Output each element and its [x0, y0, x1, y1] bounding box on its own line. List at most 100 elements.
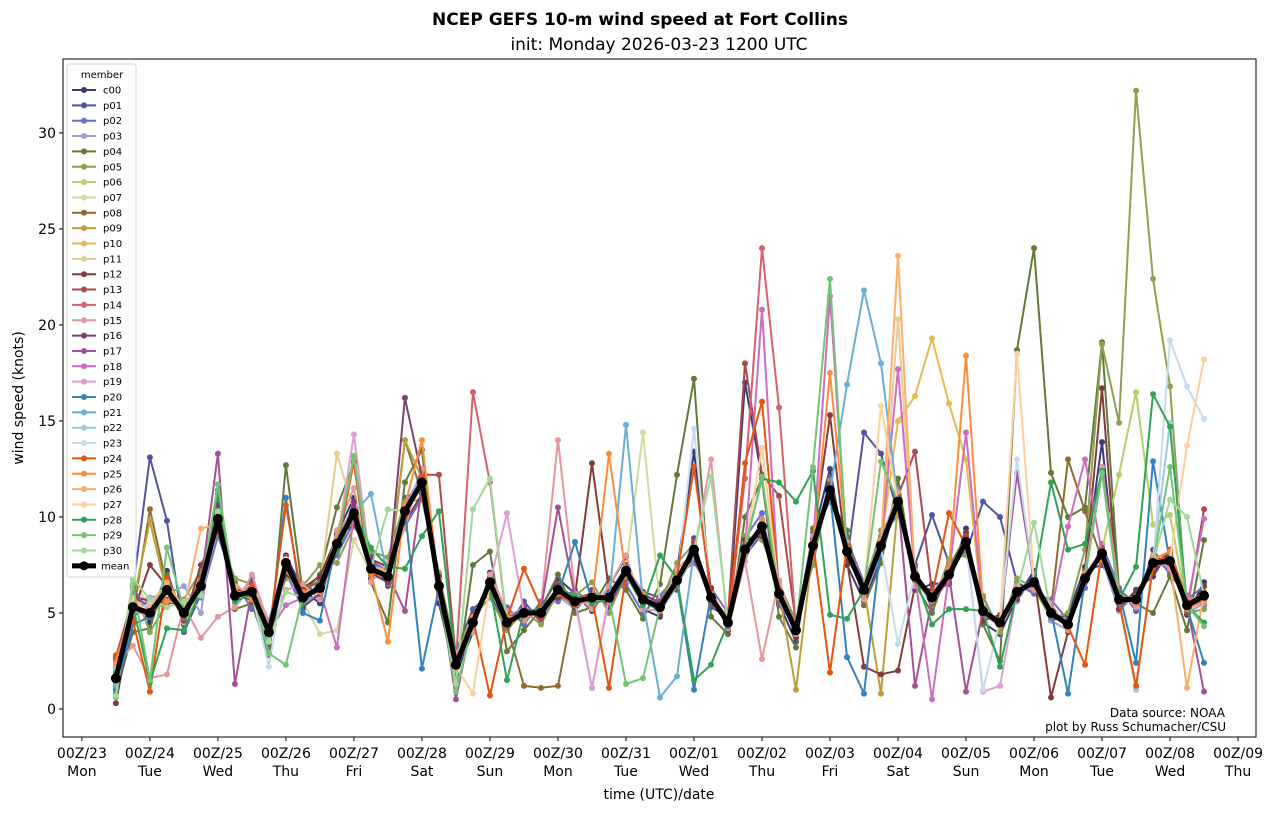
- series-line-p17: [114, 452, 1205, 701]
- data-point-p28: [1150, 391, 1157, 398]
- legend-item-p23: p23: [72, 439, 122, 450]
- x-tick-label: 00Z/27: [329, 746, 379, 762]
- data-point-p29: [826, 275, 833, 282]
- legend-label: mean: [101, 561, 129, 572]
- legend-item-p18: p18: [72, 362, 122, 373]
- data-point-p21: [673, 673, 680, 680]
- legend-marker: [81, 532, 87, 539]
- data-point-p23: [895, 640, 902, 647]
- data-point-p14: [775, 404, 782, 411]
- data-point-p30: [1184, 513, 1191, 520]
- data-point-p15: [129, 642, 136, 649]
- data-point-p28: [946, 606, 953, 613]
- credit-note: plot by Russ Schumacher/CSU: [1045, 720, 1226, 734]
- data-point-mean: [450, 659, 461, 670]
- legend-marker: [81, 516, 87, 523]
- legend-item-p04: p04: [72, 147, 122, 158]
- x-tick-day-label: Wed: [1155, 764, 1186, 780]
- data-point-mean: [603, 592, 614, 603]
- data-point-p13: [1201, 506, 1208, 513]
- data-point-p03: [180, 583, 187, 590]
- data-point-p21: [622, 421, 629, 428]
- data-point-mean: [620, 565, 631, 576]
- data-point-p10: [912, 392, 919, 399]
- data-point-p05: [333, 560, 340, 567]
- data-point-p27: [1014, 350, 1021, 357]
- x-tick-day-label: Mon: [1019, 764, 1049, 780]
- series-line-p09: [114, 439, 1205, 695]
- data-point-p28: [792, 498, 799, 505]
- data-point-p27: [1201, 356, 1208, 363]
- legend-item-p20: p20: [72, 393, 122, 404]
- data-point-p21: [843, 381, 850, 388]
- data-point-p08: [537, 684, 544, 691]
- data-point-p15: [350, 485, 357, 492]
- legend-marker: [81, 133, 87, 140]
- data-point-p04: [1048, 469, 1055, 476]
- x-tick-label: 00Z/03: [805, 746, 855, 762]
- x-tick-label: 00Z/01: [669, 746, 719, 762]
- x-tick-day-label: Thu: [1224, 764, 1251, 780]
- data-point-p21: [367, 490, 374, 497]
- legend-label: p08: [103, 208, 122, 219]
- data-point-mean: [910, 571, 921, 582]
- data-point-p15: [231, 604, 238, 611]
- data-point-p04: [775, 613, 782, 620]
- series-layer: [110, 87, 1210, 707]
- data-point-mean: [944, 569, 955, 580]
- x-tick-label: 00Z/29: [465, 746, 515, 762]
- data-point-p30: [469, 506, 476, 513]
- legend-item-p25: p25: [72, 469, 122, 480]
- legend-item-p06: p06: [72, 178, 122, 189]
- data-point-p10: [946, 400, 953, 407]
- data-point-p24: [758, 398, 765, 405]
- plot-frame: [62, 58, 1257, 738]
- legend-item-p11: p11: [72, 254, 122, 265]
- legend-marker: [81, 363, 87, 370]
- data-point-p29: [639, 675, 646, 682]
- x-tick-label: 00Z/26: [261, 746, 311, 762]
- data-point-p20: [690, 686, 697, 693]
- legend-marker: [81, 286, 87, 293]
- data-point-p30: [197, 592, 204, 599]
- data-point-mean: [586, 592, 597, 603]
- data-point-p30: [707, 473, 714, 480]
- data-point-p23: [265, 663, 272, 670]
- data-point-p30: [282, 588, 289, 595]
- data-point-p01: [469, 606, 476, 613]
- x-tick-day-label: Tue: [613, 764, 638, 780]
- data-point-p07: [639, 429, 646, 436]
- x-tick-day-label: Mon: [67, 764, 97, 780]
- legend-marker: [81, 255, 87, 262]
- data-point-p18: [758, 306, 765, 313]
- data-point-p08: [146, 506, 153, 513]
- data-point-p17: [554, 504, 561, 511]
- x-tick-day-label: Wed: [203, 764, 234, 780]
- data-point-p30: [214, 508, 221, 515]
- data-point-p08: [1065, 456, 1072, 463]
- legend-marker: [81, 194, 87, 201]
- data-point-p09: [792, 686, 799, 693]
- legend-label: p01: [103, 101, 122, 112]
- data-point-p04: [520, 627, 527, 634]
- x-tick-label: 00Z/09: [1213, 746, 1263, 762]
- legend-label: p10: [103, 239, 122, 250]
- legend-marker: [81, 301, 87, 308]
- data-point-p06: [1133, 389, 1140, 396]
- legend-item-p14: p14: [72, 300, 122, 311]
- legend-item-p22: p22: [72, 423, 122, 434]
- data-point-p03: [197, 609, 204, 616]
- data-point-p04: [401, 479, 408, 486]
- legend-item-p16: p16: [72, 331, 122, 342]
- data-point-mean: [229, 590, 240, 601]
- data-point-mean: [178, 607, 189, 618]
- legend-item-p27: p27: [72, 500, 122, 511]
- data-point-p15: [214, 613, 221, 620]
- data-point-p28: [826, 611, 833, 618]
- data-point-p12: [112, 700, 119, 707]
- data-point-p24: [146, 688, 153, 695]
- data-point-p29: [282, 661, 289, 668]
- legend-label: p13: [103, 285, 122, 296]
- data-point-p10: [895, 417, 902, 424]
- data-point-p04: [792, 644, 799, 651]
